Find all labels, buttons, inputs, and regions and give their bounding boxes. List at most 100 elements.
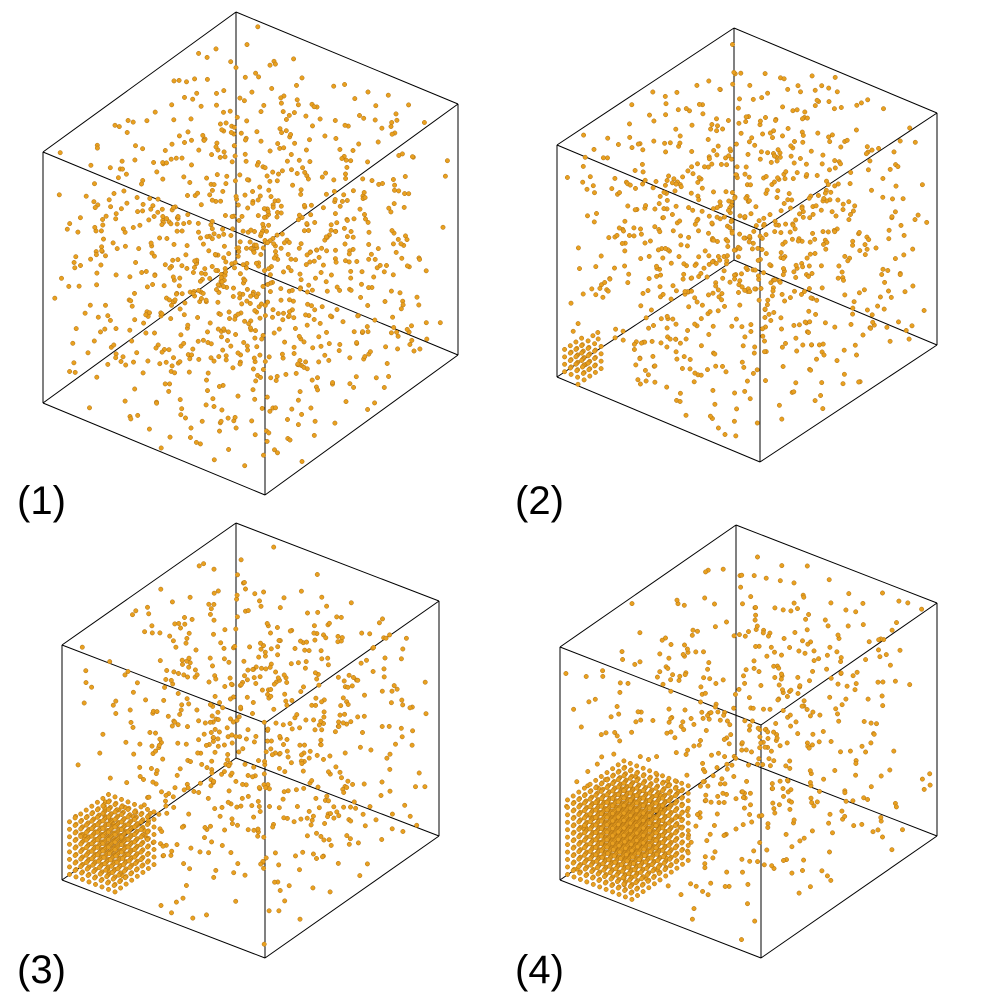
particle	[673, 349, 679, 355]
particle	[113, 272, 119, 278]
particle	[106, 886, 111, 892]
particle	[746, 174, 752, 180]
particle	[851, 299, 857, 305]
particle	[711, 189, 716, 195]
particle	[854, 669, 860, 675]
particle	[283, 128, 289, 134]
particle	[251, 675, 257, 681]
particle	[195, 338, 201, 344]
particle	[160, 756, 166, 762]
particle	[261, 452, 266, 458]
particle	[593, 807, 599, 813]
particle	[263, 855, 269, 861]
particle	[121, 188, 127, 194]
particle	[744, 378, 750, 384]
particle	[254, 294, 259, 300]
particle	[738, 70, 744, 76]
particle	[231, 870, 237, 876]
particle	[579, 343, 585, 349]
particle	[719, 297, 725, 303]
particle	[680, 861, 685, 867]
particle	[802, 650, 808, 656]
particle	[278, 203, 284, 209]
particle	[316, 805, 322, 811]
particle	[67, 369, 73, 374]
particle	[83, 830, 89, 836]
particle	[328, 842, 334, 848]
particle	[303, 659, 309, 665]
particle	[726, 198, 732, 204]
particle	[674, 865, 680, 871]
particle	[814, 799, 820, 805]
particle	[100, 833, 106, 839]
particle	[232, 265, 237, 271]
particle	[215, 588, 221, 594]
particle	[762, 315, 768, 320]
particle	[313, 695, 319, 701]
particle	[132, 832, 137, 837]
particle	[389, 826, 395, 832]
particle	[748, 211, 754, 217]
particle	[663, 149, 669, 155]
particle	[570, 868, 576, 874]
particle	[362, 692, 367, 698]
particle	[739, 284, 745, 290]
particle	[94, 829, 100, 835]
particle	[99, 884, 105, 890]
particle	[319, 656, 325, 662]
particle	[319, 174, 325, 180]
particle	[840, 207, 846, 213]
particle	[225, 338, 230, 343]
particle	[685, 328, 691, 333]
particle	[772, 810, 778, 816]
particle	[159, 829, 165, 834]
particle	[254, 344, 260, 350]
particle	[138, 819, 144, 825]
particle	[620, 657, 626, 662]
particle	[116, 124, 122, 130]
particle	[357, 113, 362, 118]
particle	[756, 756, 762, 762]
particle	[264, 228, 269, 234]
particle	[792, 630, 798, 635]
particle	[294, 97, 300, 103]
particle	[668, 688, 674, 694]
particle	[357, 873, 363, 879]
particle	[647, 849, 653, 855]
particle	[827, 139, 833, 145]
particle	[919, 182, 925, 188]
particle	[215, 736, 221, 742]
particle	[610, 773, 616, 779]
particle	[721, 214, 727, 220]
particle	[612, 265, 617, 271]
particle	[89, 841, 95, 847]
particle	[647, 798, 653, 804]
particle	[754, 367, 760, 373]
particle	[112, 817, 118, 822]
particle	[273, 405, 278, 411]
particle	[166, 347, 172, 353]
particle	[793, 275, 799, 280]
particle	[683, 752, 689, 757]
particle	[668, 869, 674, 875]
particle	[183, 640, 189, 646]
particle	[738, 584, 744, 590]
particle	[692, 370, 698, 376]
particle	[106, 844, 111, 850]
particle	[371, 645, 377, 650]
particle	[780, 364, 786, 369]
particle	[119, 812, 124, 817]
particle	[187, 866, 193, 872]
particle	[398, 656, 404, 662]
particle	[865, 696, 871, 702]
particle	[242, 151, 248, 157]
particle	[759, 95, 765, 101]
particle	[703, 728, 709, 733]
particle	[742, 633, 748, 639]
particle	[119, 834, 124, 840]
particle	[197, 441, 203, 447]
particle	[643, 866, 649, 871]
particle	[584, 879, 590, 885]
particle	[833, 213, 839, 219]
particle	[291, 315, 297, 321]
